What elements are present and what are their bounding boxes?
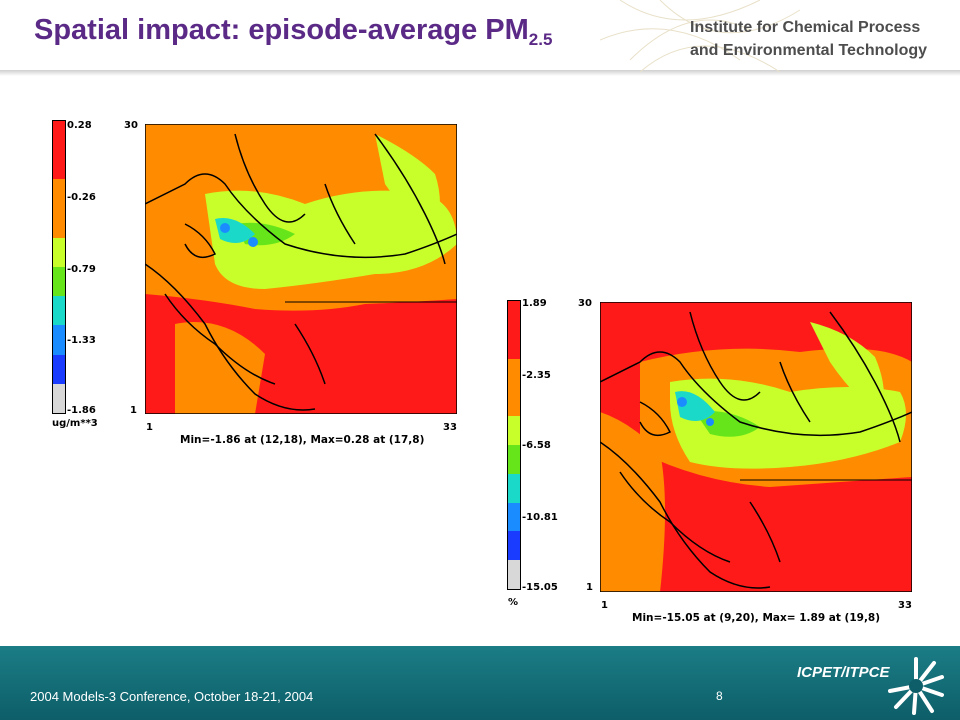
y-bottom-label-left: 1: [130, 405, 137, 416]
icpet-logo-text: ICPET/ITPCE: [797, 664, 890, 681]
colorbar-segment: [53, 150, 65, 180]
colorbar-segment: [508, 358, 520, 388]
institute-name: Institute for Chemical Process and Envir…: [690, 16, 927, 62]
colorbar-segment: [508, 560, 520, 589]
colorbar-segment: [508, 329, 520, 359]
colorbar-left: [52, 120, 66, 414]
colorbar-segment: [508, 502, 520, 532]
stats-right: Min=-15.05 at (9,20), Max= 1.89 at (19,8…: [632, 612, 881, 624]
colorbar-left-label: -1.86: [67, 405, 96, 416]
header-divider: [0, 70, 960, 76]
institute-line-1: Institute for Chemical Process: [690, 19, 921, 36]
sunburst-logo-icon: [888, 657, 944, 715]
percent-change-map-right: [600, 302, 912, 592]
colorbar-segment: [508, 444, 520, 474]
colorbar-right-label: 1.89: [522, 298, 547, 309]
colorbar-segment: [508, 301, 520, 330]
colorbar-segment: [53, 325, 65, 355]
colorbar-segment: [53, 266, 65, 297]
colorbar-right-label: -6.58: [522, 440, 551, 451]
unit-label-right: %: [508, 597, 519, 608]
colorbar-left-label: -1.33: [67, 335, 96, 346]
page-number: 8: [716, 689, 723, 703]
colorbar-segment: [53, 208, 65, 238]
colorbar-segment: [53, 121, 65, 151]
page-title: Spatial impact: episode-average PM2.5: [34, 14, 553, 49]
x-right-label-right: 33: [898, 600, 912, 611]
institute-line-2: and Environmental Technology: [690, 42, 928, 59]
colorbar-left-label: -0.26: [67, 192, 96, 203]
stats-left: Min=-1.86 at (12,18), Max=0.28 at (17,8): [180, 434, 425, 446]
y-top-label-left: 30: [124, 120, 138, 131]
x-right-label-left: 33: [443, 422, 457, 433]
colorbar-segment: [53, 296, 65, 326]
conference-footer-text: 2004 Models-3 Conference, October 18-21,…: [30, 689, 314, 704]
colorbar-left-label: 0.28: [67, 120, 92, 131]
colorbar-left-label: -0.79: [67, 264, 96, 275]
slide-header: [0, 0, 960, 72]
slide-footer: [0, 646, 960, 720]
colorbar-segment: [508, 473, 520, 503]
colorbar-segment: [53, 354, 65, 384]
x-left-label-left: 1: [146, 422, 153, 433]
colorbar-segment: [508, 416, 520, 445]
unit-label-left: ug/m**3: [52, 418, 98, 429]
y-top-label-right: 30: [578, 298, 592, 309]
colorbar-segment: [508, 387, 520, 417]
colorbar-right-label: -10.81: [522, 512, 558, 523]
x-left-label-right: 1: [601, 600, 608, 611]
colorbar-segment: [53, 179, 65, 209]
colorbar-right-label: -15.05: [522, 582, 558, 593]
y-bottom-label-right: 1: [586, 582, 593, 593]
colorbar-right-label: -2.35: [522, 370, 551, 381]
colorbar-segment: [53, 383, 65, 413]
colorbar-right: [507, 300, 521, 590]
header-decoration: [600, 0, 801, 72]
colorbar-segment: [508, 531, 520, 561]
concentration-map-left: [145, 124, 457, 414]
colorbar-segment: [53, 237, 65, 267]
